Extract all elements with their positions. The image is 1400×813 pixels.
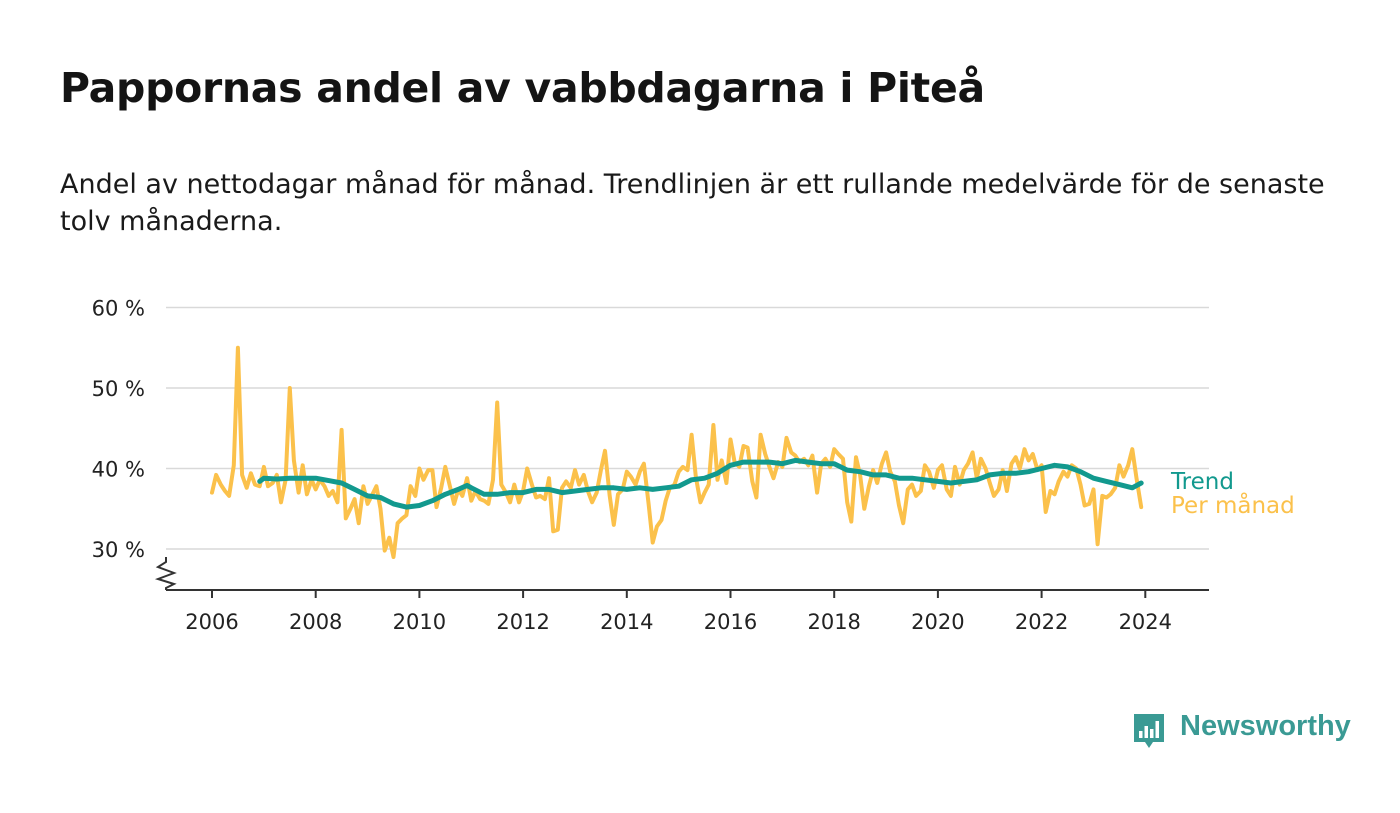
x-axis-ticks: 2006 2008 2010 2012 2014 2016 2018 2020 2022 2024 <box>185 590 1172 634</box>
y-tick-label: 40 % <box>92 458 145 482</box>
trend-line <box>257 457 1144 510</box>
x-tick-label: 2022 <box>1015 610 1068 634</box>
legend-label-trend: Trend <box>1170 469 1234 495</box>
y-tick-label: 60 % <box>92 297 145 321</box>
monthly-line <box>210 345 1144 559</box>
x-tick-label: 2012 <box>496 610 549 634</box>
x-axis <box>154 557 1209 591</box>
x-tick-label: 2014 <box>600 610 653 634</box>
grid-lines <box>166 306 1209 550</box>
x-tick-label: 2006 <box>185 610 238 634</box>
brand-name: Newsworthy <box>1180 710 1351 742</box>
y-tick-label: 50 % <box>92 377 145 401</box>
series-lines <box>210 345 1144 559</box>
x-tick-label: 2020 <box>911 610 964 634</box>
y-axis-ticks: 30 % 40 % 50 % 60 % <box>92 297 145 563</box>
chart-title: Pappornas andel av vabbdagarna i Piteå <box>60 64 985 112</box>
legend-label-per-manad: Per månad <box>1171 491 1295 519</box>
x-tick-label: 2016 <box>704 610 757 634</box>
chart-subtitle: Andel av nettodagar månad för månad. Tre… <box>60 169 1325 237</box>
x-tick-label: 2018 <box>807 610 860 634</box>
axis-break-icon <box>154 557 177 590</box>
x-tick-label: 2024 <box>1119 610 1172 634</box>
x-tick-label: 2010 <box>393 610 446 634</box>
y-tick-label: 30 % <box>92 538 145 562</box>
newsworthy-logo-icon <box>1134 714 1164 748</box>
x-tick-label: 2008 <box>289 610 342 634</box>
